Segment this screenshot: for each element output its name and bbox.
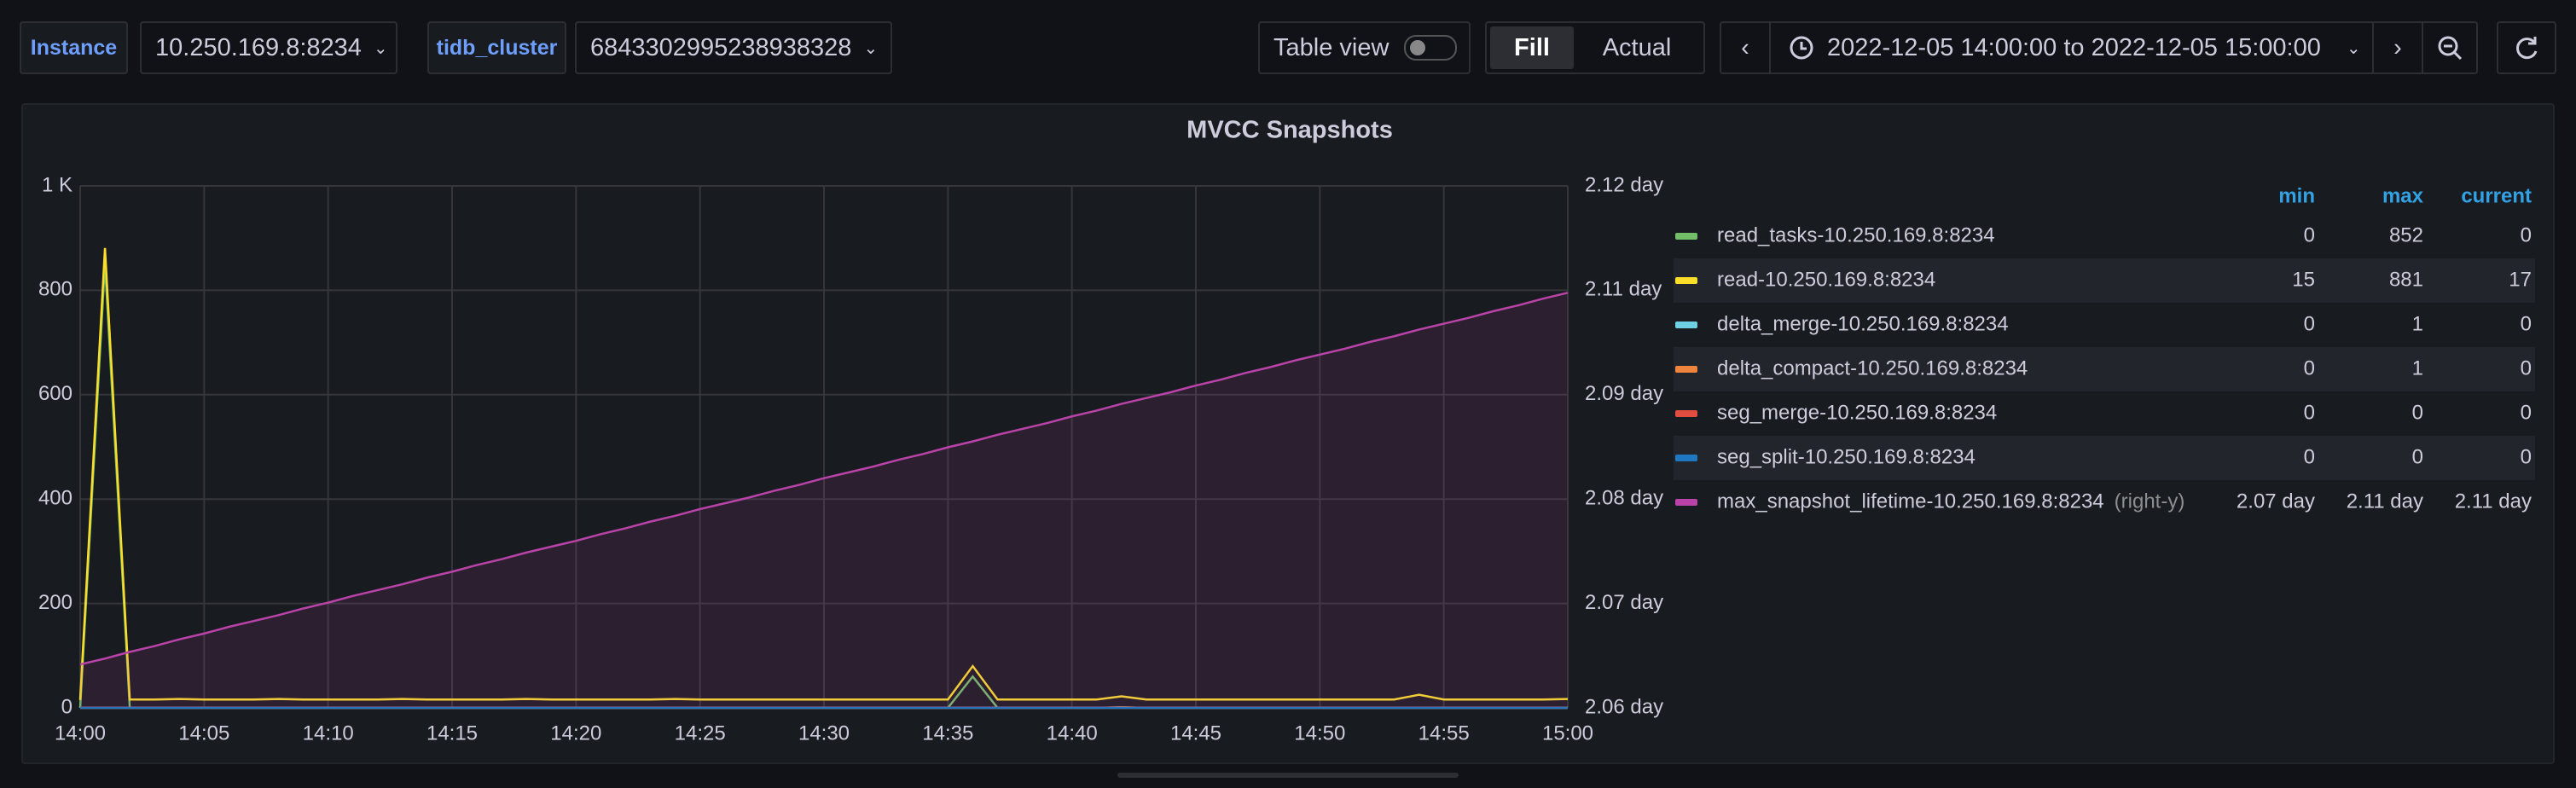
x-tick-label: 14:15 — [426, 721, 478, 745]
zoom-out-button[interactable] — [2422, 23, 2476, 72]
legend-value: 1 — [2412, 356, 2423, 380]
chevron: ⌄ — [863, 38, 879, 58]
cluster-value: 6843302995238938328 — [590, 33, 852, 61]
legend-row-bg — [1674, 258, 2535, 303]
time-range: 2022-12-05 14:00:00 to 2022-12-05 15:00:… — [1827, 33, 2321, 61]
legend-value: 0 — [2521, 223, 2532, 246]
x-tick-label: 14:10 — [303, 721, 354, 745]
legend-name: delta_merge-10.250.169.8:8234 — [1717, 312, 2009, 335]
legend-value: 1 — [2412, 312, 2423, 335]
y2-tick-label: 2.06 day — [1585, 695, 1663, 718]
table-view-label: Table view — [1273, 33, 1390, 61]
legend-axis-note: (right-y) — [2115, 490, 2185, 513]
legend-name: delta_compact-10.250.169.8:8234 — [1717, 356, 2028, 380]
y2-tick-label: 2.08 day — [1585, 487, 1663, 510]
series-line — [79, 292, 1569, 666]
time-range-button[interactable]: 2022-12-05 14:00:00 to 2022-12-05 15:00:… — [1771, 34, 2361, 62]
legend-value: 0 — [2304, 445, 2315, 468]
legend-value: 2.11 day — [2347, 490, 2423, 513]
chevron: ⌄ — [373, 38, 388, 58]
y-tick-label: 1 K — [42, 173, 73, 196]
legend-name: max_snapshot_lifetime-10.250.169.8:8234 — [1717, 490, 2104, 513]
x-tick-label: 14:30 — [798, 721, 850, 745]
legend-row-bg — [1674, 436, 2535, 480]
legend-header: min — [2278, 184, 2315, 207]
x-tick-label: 14:25 — [675, 721, 726, 745]
y-tick-label: 0 — [61, 695, 73, 718]
zoom-icon — [2438, 36, 2463, 61]
legend-value: 0 — [2304, 312, 2315, 335]
prev-button[interactable]: ‹ — [1721, 23, 1771, 72]
legend-value: 0 — [2521, 445, 2532, 468]
panel — [21, 103, 2555, 764]
x-tick-label: 14:35 — [922, 721, 973, 745]
legend-name: seg_split-10.250.169.8:8234 — [1717, 445, 1976, 468]
x-tick-label: 15:00 — [1542, 721, 1593, 745]
legend-swatch — [1675, 366, 1697, 373]
time-picker: ‹ 2022-12-05 14:00:00 to 2022-12-05 15:0… — [1720, 21, 2478, 74]
legend-swatch — [1675, 322, 1697, 328]
instance-value: 10.250.169.8:8234 — [155, 33, 362, 61]
legend-swatch — [1675, 233, 1697, 240]
legend-value: 0 — [2521, 356, 2532, 380]
x-tick-label: 14:00 — [55, 721, 106, 745]
y2-tick-label: 2.07 day — [1585, 591, 1663, 614]
next-button[interactable]: › — [2372, 23, 2422, 72]
variable-label: tidb_cluster — [427, 21, 566, 74]
legend-swatch — [1675, 455, 1697, 461]
y-tick-label: 800 — [38, 278, 73, 301]
x-tick-label: 14:55 — [1419, 721, 1470, 745]
scrollbar — [1117, 773, 1459, 778]
x-tick-label: 14:45 — [1170, 721, 1221, 745]
x-tick-label: 14:20 — [550, 721, 601, 745]
legend-value: 0 — [2412, 445, 2423, 468]
fill-button[interactable]: Fill — [1490, 26, 1574, 69]
legend-name: read-10.250.169.8:8234 — [1717, 268, 1935, 291]
legend-name: read_tasks-10.250.169.8:8234 — [1717, 223, 1995, 246]
x-tick-label: 14:05 — [178, 721, 229, 745]
legend-header: current — [2461, 184, 2532, 207]
y2-tick-label: 2.11 day — [1585, 278, 1662, 301]
legend-swatch — [1675, 410, 1697, 417]
legend-value: 852 — [2389, 223, 2423, 246]
area — [80, 293, 1568, 708]
variable-label: Instance — [20, 21, 128, 74]
legend-value: 0 — [2304, 401, 2315, 424]
legend-swatch — [1675, 277, 1697, 284]
fill-actual-group: Fill Actual — [1485, 21, 1705, 74]
y-tick-label: 200 — [38, 591, 73, 614]
cluster-select[interactable]: 6843302995238938328 ⌄ — [575, 21, 892, 74]
legend-header: max — [2382, 184, 2424, 207]
x-tick-label: 14:40 — [1047, 721, 1098, 745]
instance-select[interactable]: 10.250.169.8:8234 ⌄ — [140, 21, 397, 74]
series-line — [78, 247, 1569, 701]
legend-value: 17 — [2509, 268, 2532, 291]
legend-row-bg — [1674, 347, 2535, 391]
switch — [1404, 35, 1458, 61]
x-tick-label: 14:50 — [1294, 721, 1345, 745]
legend-value: 0 — [2304, 223, 2315, 246]
legend-value: 2.07 day — [2237, 490, 2315, 513]
legend-value: 0 — [2521, 401, 2532, 424]
table-view-toggle[interactable]: Table view — [1258, 21, 1471, 74]
y2-tick-label: 2.12 day — [1585, 173, 1663, 196]
refresh-icon — [2516, 37, 2538, 60]
y-tick-label: 600 — [38, 382, 73, 405]
panel-title: MVCC Snapshots — [1186, 117, 1393, 144]
y2-tick-label: 2.09 day — [1585, 382, 1663, 405]
legend-swatch — [1675, 499, 1697, 506]
clock-icon — [1790, 36, 1813, 60]
y-tick-label: 400 — [38, 487, 73, 510]
legend-value: 0 — [2304, 356, 2315, 380]
actual-button[interactable]: Actual — [1602, 33, 1672, 61]
refresh-button[interactable] — [2497, 21, 2556, 74]
legend-value: 2.11 day — [2455, 490, 2532, 513]
legend-value: 881 — [2389, 268, 2423, 291]
legend-value: 15 — [2292, 268, 2315, 291]
legend-name: seg_merge-10.250.169.8:8234 — [1717, 401, 1997, 424]
legend-value: 0 — [2412, 401, 2423, 424]
legend-value: 0 — [2521, 312, 2532, 335]
